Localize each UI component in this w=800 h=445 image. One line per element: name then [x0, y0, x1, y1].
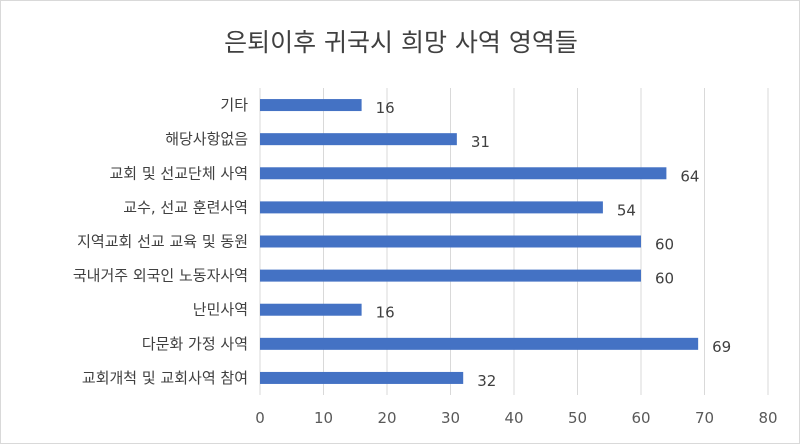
data-label: 64 — [680, 167, 699, 185]
x-tick-label: 20 — [377, 409, 396, 427]
category-label: 교수, 선교 훈련사역 — [123, 198, 248, 216]
x-axis-ticks: 0 10 20 30 40 50 60 70 80 — [255, 409, 777, 427]
data-label: 16 — [376, 304, 395, 322]
bar — [260, 167, 667, 180]
bar — [260, 99, 362, 112]
data-label: 54 — [617, 201, 636, 219]
data-label: 32 — [477, 372, 496, 390]
category-label: 교회 및 선교단체 사역 — [109, 164, 248, 182]
x-tick-label: 0 — [255, 409, 265, 427]
data-label: 60 — [655, 236, 674, 254]
category-label: 해당사항없음 — [165, 130, 248, 148]
x-tick-label: 60 — [631, 409, 650, 427]
x-tick-label: 30 — [441, 409, 460, 427]
category-label: 지역교회 선교 교육 및 동원 — [77, 233, 248, 251]
chart-title: 은퇴이후 귀국시 희망 사역 영역들 — [224, 28, 578, 57]
data-labels: 32 69 16 60 60 54 64 31 16 — [376, 99, 732, 390]
bar — [260, 303, 362, 316]
category-labels: 교회개척 및 교회사역 참여 다문화 가정 사역 난민사역 국내거주 외국인 노동자사… — [73, 96, 248, 387]
category-label: 다문화 가정 사역 — [142, 335, 248, 353]
bar — [260, 269, 641, 282]
x-tick-label: 70 — [695, 409, 714, 427]
x-tick-label: 80 — [758, 409, 777, 427]
x-tick-label: 10 — [314, 409, 333, 427]
bar — [260, 371, 464, 384]
bars — [260, 99, 699, 384]
category-label: 난민사역 — [193, 301, 248, 319]
category-label: 국내거주 외국인 노동자사역 — [73, 267, 248, 285]
data-label: 16 — [376, 99, 395, 117]
x-tick-label: 50 — [568, 409, 587, 427]
category-label: 교회개척 및 교회사역 참여 — [82, 369, 248, 387]
data-label: 69 — [712, 338, 731, 356]
bar — [260, 201, 603, 214]
x-tick-label: 40 — [504, 409, 523, 427]
data-label: 60 — [655, 270, 674, 288]
data-label: 31 — [471, 133, 490, 151]
bar — [260, 133, 457, 146]
bar — [260, 235, 641, 248]
bar — [260, 337, 699, 350]
category-label: 기타 — [220, 96, 248, 114]
